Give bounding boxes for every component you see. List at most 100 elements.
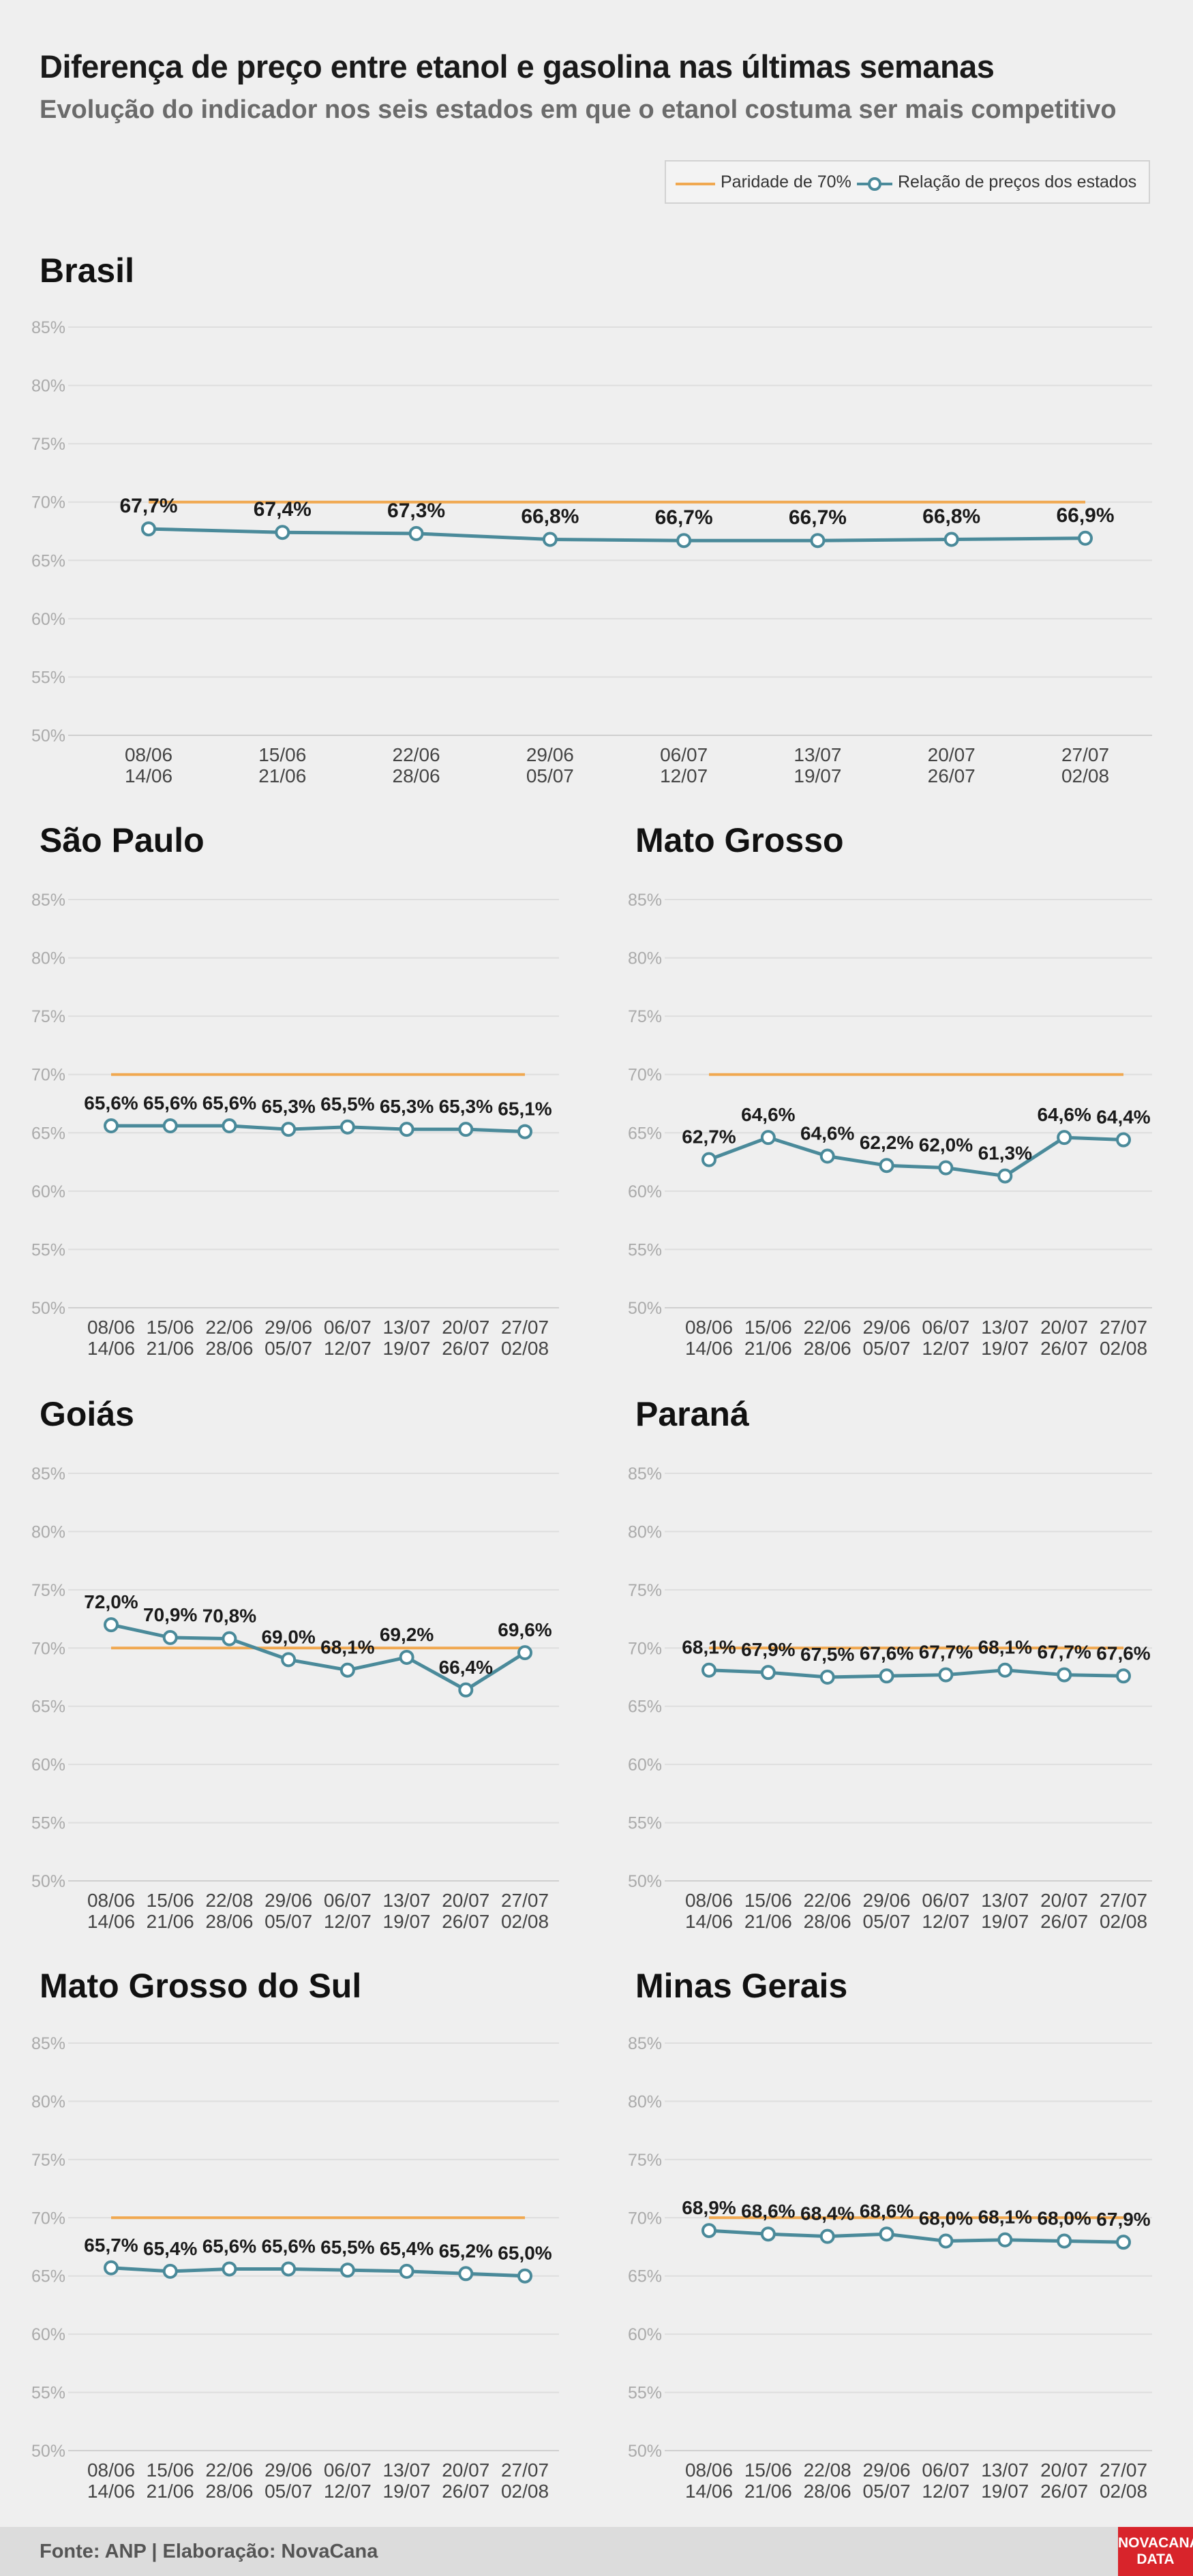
x-tick-label: 26/07 — [1040, 1338, 1088, 1359]
data-label: 65,2% — [439, 2240, 493, 2261]
series-line — [110, 1623, 526, 1692]
x-tick-label: 29/06 — [265, 1890, 312, 1911]
y-tick-label: 80% — [31, 949, 65, 968]
y-tick-label: 55% — [628, 1814, 662, 1833]
x-tick-label: 05/07 — [863, 1911, 911, 1932]
x-tick-label: 13/07 — [981, 2459, 1029, 2481]
y-tick-label: 50% — [628, 1299, 662, 1318]
y-tick-label: 75% — [31, 1007, 65, 1026]
x-tick-label: 06/07 — [922, 2459, 969, 2481]
data-label: 65,3% — [380, 1096, 434, 1117]
y-tick-label: 80% — [628, 949, 662, 968]
data-label: 68,1% — [682, 1637, 736, 1658]
x-tick-label: 21/06 — [258, 765, 306, 786]
data-label: 65,4% — [143, 2238, 197, 2259]
data-point — [517, 2268, 532, 2284]
data-point — [222, 2261, 237, 2277]
x-tick-label: 29/06 — [265, 2459, 312, 2481]
y-tick-label: 65% — [31, 2267, 65, 2286]
data-label: 67,9% — [1096, 2209, 1150, 2230]
chart-panel: 50%55%60%65%70%75%80%85%08/0614/0615/062… — [31, 2034, 559, 2502]
x-tick-label: 19/07 — [981, 2481, 1029, 2502]
y-tick-label: 75% — [628, 2151, 662, 2170]
data-point — [997, 2232, 1013, 2248]
x-tick-label: 27/07 — [1061, 744, 1109, 765]
data-label: 67,4% — [254, 498, 312, 521]
data-point — [701, 2223, 716, 2239]
x-tick-label: 06/07 — [324, 1890, 372, 1911]
y-tick-label: 60% — [628, 2325, 662, 2344]
data-point — [104, 2260, 119, 2275]
x-tick-label: 22/06 — [205, 1317, 253, 1338]
data-point — [517, 1645, 532, 1661]
x-tick-label: 29/06 — [863, 1317, 911, 1338]
data-point — [281, 2261, 297, 2277]
y-tick-label: 65% — [628, 2267, 662, 2286]
x-tick-label: 02/08 — [1100, 2481, 1147, 2502]
data-point — [1057, 1130, 1072, 1146]
data-label: 65,6% — [84, 1092, 138, 1114]
y-tick-label: 70% — [31, 1639, 65, 1658]
data-label: 68,0% — [919, 2207, 973, 2228]
x-tick-label: 28/06 — [205, 1338, 253, 1359]
x-tick-label: 20/07 — [1040, 2459, 1088, 2481]
data-label: 62,2% — [860, 1132, 913, 1153]
y-tick-label: 60% — [31, 1755, 65, 1775]
y-tick-label: 65% — [31, 1698, 65, 1717]
data-point — [162, 2263, 178, 2279]
x-tick-label: 05/07 — [265, 1911, 312, 1932]
y-tick-label: 50% — [31, 726, 65, 746]
x-tick-label: 06/07 — [324, 2459, 372, 2481]
x-tick-label: 27/07 — [501, 1317, 549, 1338]
chart-title: Minas Gerais — [635, 1967, 848, 2005]
y-tick-label: 70% — [628, 1066, 662, 1085]
x-tick-label: 20/07 — [442, 1317, 489, 1338]
x-tick-label: 12/07 — [660, 765, 708, 786]
y-tick-label: 60% — [628, 1182, 662, 1201]
x-tick-label: 20/07 — [1040, 1317, 1088, 1338]
data-point — [879, 1668, 894, 1684]
x-tick-label: 13/07 — [794, 744, 841, 765]
data-label: 65,7% — [84, 2235, 138, 2256]
x-tick-label: 02/08 — [501, 1338, 549, 1359]
x-tick-label: 13/07 — [383, 1317, 431, 1338]
x-tick-label: 27/07 — [1100, 2459, 1147, 2481]
y-tick-label: 65% — [628, 1124, 662, 1143]
x-tick-label: 14/06 — [685, 1911, 733, 1932]
x-tick-label: 29/06 — [863, 2459, 911, 2481]
x-tick-label: 28/06 — [804, 1911, 851, 1932]
data-point — [162, 1629, 178, 1645]
data-point — [760, 2226, 776, 2242]
x-tick-label: 14/06 — [125, 765, 172, 786]
chart-title: Mato Grosso do Sul — [40, 1967, 362, 2005]
y-tick-label: 75% — [628, 1581, 662, 1600]
data-point — [760, 1130, 776, 1146]
data-point — [879, 1158, 894, 1174]
y-tick-label: 60% — [628, 1755, 662, 1775]
data-label: 61,3% — [978, 1143, 1032, 1164]
x-tick-label: 20/07 — [1040, 1890, 1088, 1911]
data-label: 62,7% — [682, 1126, 736, 1148]
data-label: 66,7% — [789, 506, 847, 529]
x-tick-label: 06/07 — [324, 1317, 372, 1338]
y-tick-label: 85% — [31, 318, 65, 337]
y-tick-label: 85% — [31, 891, 65, 910]
data-label: 69,6% — [498, 1619, 552, 1640]
x-tick-label: 29/06 — [863, 1890, 911, 1911]
data-label: 65,5% — [320, 2237, 374, 2258]
y-tick-label: 55% — [31, 668, 65, 687]
y-tick-label: 50% — [31, 2442, 65, 2461]
x-tick-label: 22/06 — [393, 744, 440, 765]
data-point — [943, 532, 959, 547]
data-label: 64,6% — [800, 1123, 854, 1144]
data-point — [760, 1665, 776, 1681]
x-tick-label: 08/06 — [685, 2459, 733, 2481]
y-tick-label: 80% — [31, 2092, 65, 2111]
chart-title: Brasil — [40, 251, 134, 290]
chart-panel: 50%55%60%65%70%75%80%85%08/0614/0615/062… — [628, 1465, 1152, 1932]
chart-title: Paraná — [635, 1395, 749, 1433]
data-point — [810, 533, 826, 549]
page-subtitle: Evolução do indicador nos seis estados e… — [40, 95, 1117, 124]
data-label: 66,7% — [655, 506, 713, 529]
y-tick-label: 85% — [31, 1465, 65, 1484]
